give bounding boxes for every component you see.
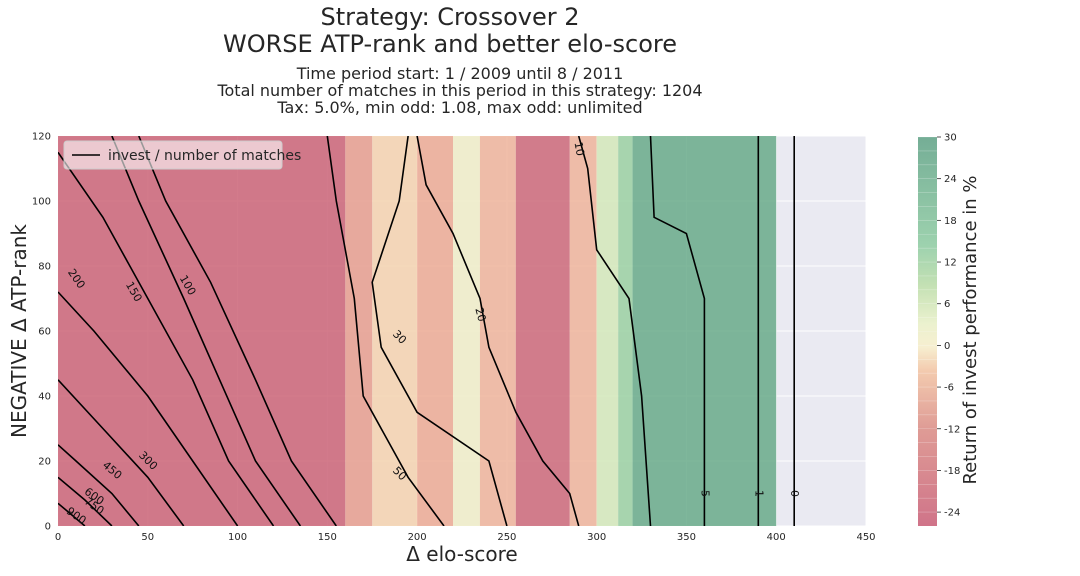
colorbar-gradient [918, 137, 937, 526]
chart-subtitle-line-3: Tax: 5.0%, min odd: 1.08, max odd: unlim… [276, 98, 642, 117]
legend: invest / number of matches [63, 140, 301, 170]
contour-line-900 [58, 502, 86, 526]
x-tick-label: 250 [497, 532, 516, 543]
contour-line-10 [577, 136, 652, 526]
y-axis-ticks: 0 20 40 60 80 100 120 [32, 132, 51, 533]
x-tick-label: 350 [677, 532, 696, 543]
colorbar-ticks: 30 24 18 12 6 0 -6 -12 -18 -24 [918, 133, 960, 519]
colorbar-tick-label: -24 [944, 508, 960, 519]
contour-label-0: 0 [788, 490, 801, 497]
x-axis-label: Δ elo-score [406, 542, 517, 566]
x-tick-label: 450 [856, 532, 875, 543]
contour-label-5: 5 [698, 490, 711, 497]
chart-subtitle-line-1: Time period start: 1 / 2009 until 8 / 20… [296, 64, 624, 83]
y-tick-label: 100 [32, 197, 51, 208]
roi-region [515, 136, 570, 526]
contour-line-150 [111, 136, 302, 526]
chart-title-line-2: WORSE ATP-rank and better elo-score [223, 30, 677, 58]
contour-line-100 [138, 136, 337, 526]
legend-label: invest / number of matches [108, 148, 301, 164]
contour-label-1: 1 [752, 490, 765, 497]
contour-line-200 [58, 151, 275, 526]
y-tick-label: 120 [32, 132, 51, 143]
colorbar-tick-label: 0 [944, 341, 950, 352]
x-tick-label: 0 [55, 532, 61, 543]
y-axis-label: NEGATIVE Δ ATP-rank [7, 224, 31, 438]
colorbar-tick-label: 12 [944, 258, 957, 269]
colorbar-tick-label: 30 [944, 133, 957, 144]
y-tick-label: 80 [38, 262, 51, 273]
invest-contour-lines [58, 136, 795, 526]
colorbar-tick-label: 24 [944, 174, 957, 185]
roi-region [453, 136, 480, 526]
colorbar-tick-label: -18 [944, 466, 960, 477]
colorbar: 30 24 18 12 6 0 -6 -12 -18 -24 Return of invest p… [918, 133, 981, 526]
contour-line-300 [58, 291, 239, 526]
chart-subtitle-line-2: Total number of matches in this period i… [216, 81, 702, 100]
contour-line-5 [649, 136, 706, 526]
x-axis-ticks: 0 50 100 150 200 250 300 350 400 450 [55, 532, 876, 543]
y-tick-label: 20 [38, 457, 51, 468]
roi-region [596, 136, 619, 526]
contour-label-20: 20 [472, 306, 488, 323]
roi-region [58, 136, 346, 526]
contour-line-450 [58, 379, 185, 526]
y-tick-label: 60 [38, 327, 51, 338]
colorbar-tick-label: 18 [944, 216, 957, 227]
colorbar-label: Return of invest performance in % [960, 175, 981, 484]
chart-title-line-1: Strategy: Crossover 2 [320, 3, 579, 31]
contour-line-30 [371, 136, 508, 526]
y-tick-label: 0 [45, 522, 51, 533]
x-tick-label: 150 [318, 532, 337, 543]
legend-box [63, 140, 283, 170]
x-tick-label: 400 [767, 532, 786, 543]
contour-line-50 [326, 136, 445, 526]
x-tick-label: 300 [587, 532, 606, 543]
contour-label-10: 10 [572, 141, 587, 157]
roi-region [618, 136, 633, 526]
roi-region [417, 136, 454, 526]
y-tick-label: 40 [38, 392, 51, 403]
colorbar-tick-label: 6 [944, 299, 950, 310]
colorbar-tick-label: -12 [944, 424, 960, 435]
x-tick-label: 100 [228, 532, 247, 543]
x-tick-label: 50 [141, 532, 154, 543]
roi-region [345, 136, 373, 526]
contour-line-750 [58, 476, 113, 526]
colorbar-tick-label: -6 [944, 383, 954, 394]
contour-line-600 [58, 444, 140, 526]
roi-region [569, 136, 597, 526]
x-tick-label: 200 [408, 532, 427, 543]
contour-line-20 [416, 136, 580, 526]
